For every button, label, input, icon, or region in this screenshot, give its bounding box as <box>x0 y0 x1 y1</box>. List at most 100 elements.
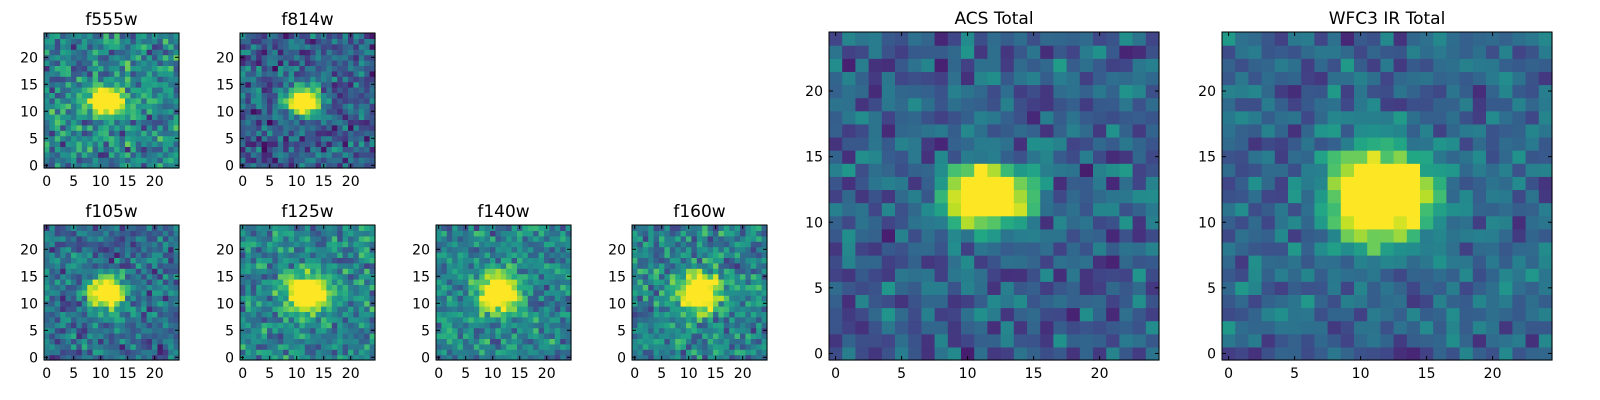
pixel <box>130 354 137 361</box>
pixel <box>436 349 442 356</box>
pixel <box>98 108 104 115</box>
pixel <box>868 58 883 72</box>
pixel <box>245 273 252 280</box>
pixel <box>250 135 257 142</box>
pixel <box>103 349 110 356</box>
pixel <box>250 60 257 66</box>
pixel <box>135 273 142 280</box>
pixel <box>261 87 268 93</box>
pixel <box>168 162 175 169</box>
pixel <box>484 257 491 264</box>
pixel <box>277 268 284 275</box>
pixel <box>1459 307 1474 322</box>
pixel <box>173 38 180 45</box>
pixel <box>310 273 317 280</box>
pixel <box>842 268 856 282</box>
pixel <box>908 32 922 46</box>
pixel <box>146 76 153 83</box>
pixel <box>76 300 83 307</box>
panel-title: f125w <box>281 202 333 222</box>
pixel <box>245 130 252 137</box>
pixel <box>157 130 164 137</box>
pixel <box>680 300 687 307</box>
pixel <box>261 252 268 258</box>
pixel <box>473 343 480 350</box>
pixel <box>267 70 273 77</box>
pixel <box>1053 281 1068 295</box>
pixel <box>842 136 856 151</box>
pixel <box>87 343 94 350</box>
pixel <box>565 262 572 269</box>
pixel <box>168 130 175 137</box>
pixel <box>71 146 77 153</box>
pixel <box>648 316 655 323</box>
pixel <box>868 110 883 125</box>
pixel <box>1079 45 1094 59</box>
pixel <box>54 60 61 66</box>
pixel <box>267 268 273 275</box>
pixel <box>267 327 273 334</box>
pixel <box>842 228 856 243</box>
pixel <box>1393 346 1408 361</box>
pixel <box>141 241 148 248</box>
pixel <box>436 284 442 291</box>
pixel <box>54 141 61 147</box>
pixel <box>842 255 856 269</box>
y-tick-label: 15 <box>412 269 430 285</box>
pixel <box>49 257 56 264</box>
pixel <box>921 228 936 243</box>
pixel <box>490 246 496 253</box>
pixel <box>98 151 104 158</box>
pixel <box>60 54 67 61</box>
pixel <box>321 146 327 153</box>
pixel <box>664 322 671 329</box>
pixel <box>337 135 344 142</box>
pixel <box>326 284 333 291</box>
pixel <box>277 70 284 77</box>
pixel <box>76 230 83 237</box>
pixel <box>642 246 649 253</box>
pixel <box>934 268 949 282</box>
pixel <box>146 246 153 253</box>
pixel <box>240 284 246 291</box>
pixel <box>974 255 988 269</box>
pixel <box>1538 255 1553 269</box>
pixel <box>369 97 376 104</box>
pixel <box>315 284 322 291</box>
pixel <box>76 124 83 131</box>
pixel <box>729 284 736 291</box>
pixel <box>135 279 142 285</box>
x-tick-label: 5 <box>69 366 78 382</box>
pixel <box>337 60 344 66</box>
pixel <box>130 279 137 285</box>
pixel <box>315 246 322 253</box>
pixel <box>517 279 523 285</box>
pixel <box>921 320 936 335</box>
pixel <box>168 354 175 361</box>
pixel <box>457 327 464 334</box>
pixel <box>538 316 545 323</box>
pixel <box>855 346 870 361</box>
pixel <box>337 70 344 77</box>
pixel <box>299 338 306 345</box>
image-pixels <box>632 225 768 361</box>
pixel <box>473 246 480 253</box>
pixel <box>141 289 148 296</box>
pixel <box>842 58 856 72</box>
pixel <box>734 262 741 269</box>
pixel <box>71 108 77 115</box>
pixel <box>669 327 676 334</box>
pixel <box>114 225 121 231</box>
pixel <box>538 333 545 339</box>
pixel <box>691 295 698 302</box>
pixel <box>76 141 83 147</box>
pixel <box>369 284 376 291</box>
pixel <box>659 230 665 237</box>
pixel <box>506 262 513 269</box>
pixel <box>146 43 153 50</box>
pixel <box>71 141 77 147</box>
pixel <box>162 257 169 264</box>
pixel <box>60 257 67 264</box>
pixel <box>125 262 131 269</box>
pixel <box>173 322 180 329</box>
